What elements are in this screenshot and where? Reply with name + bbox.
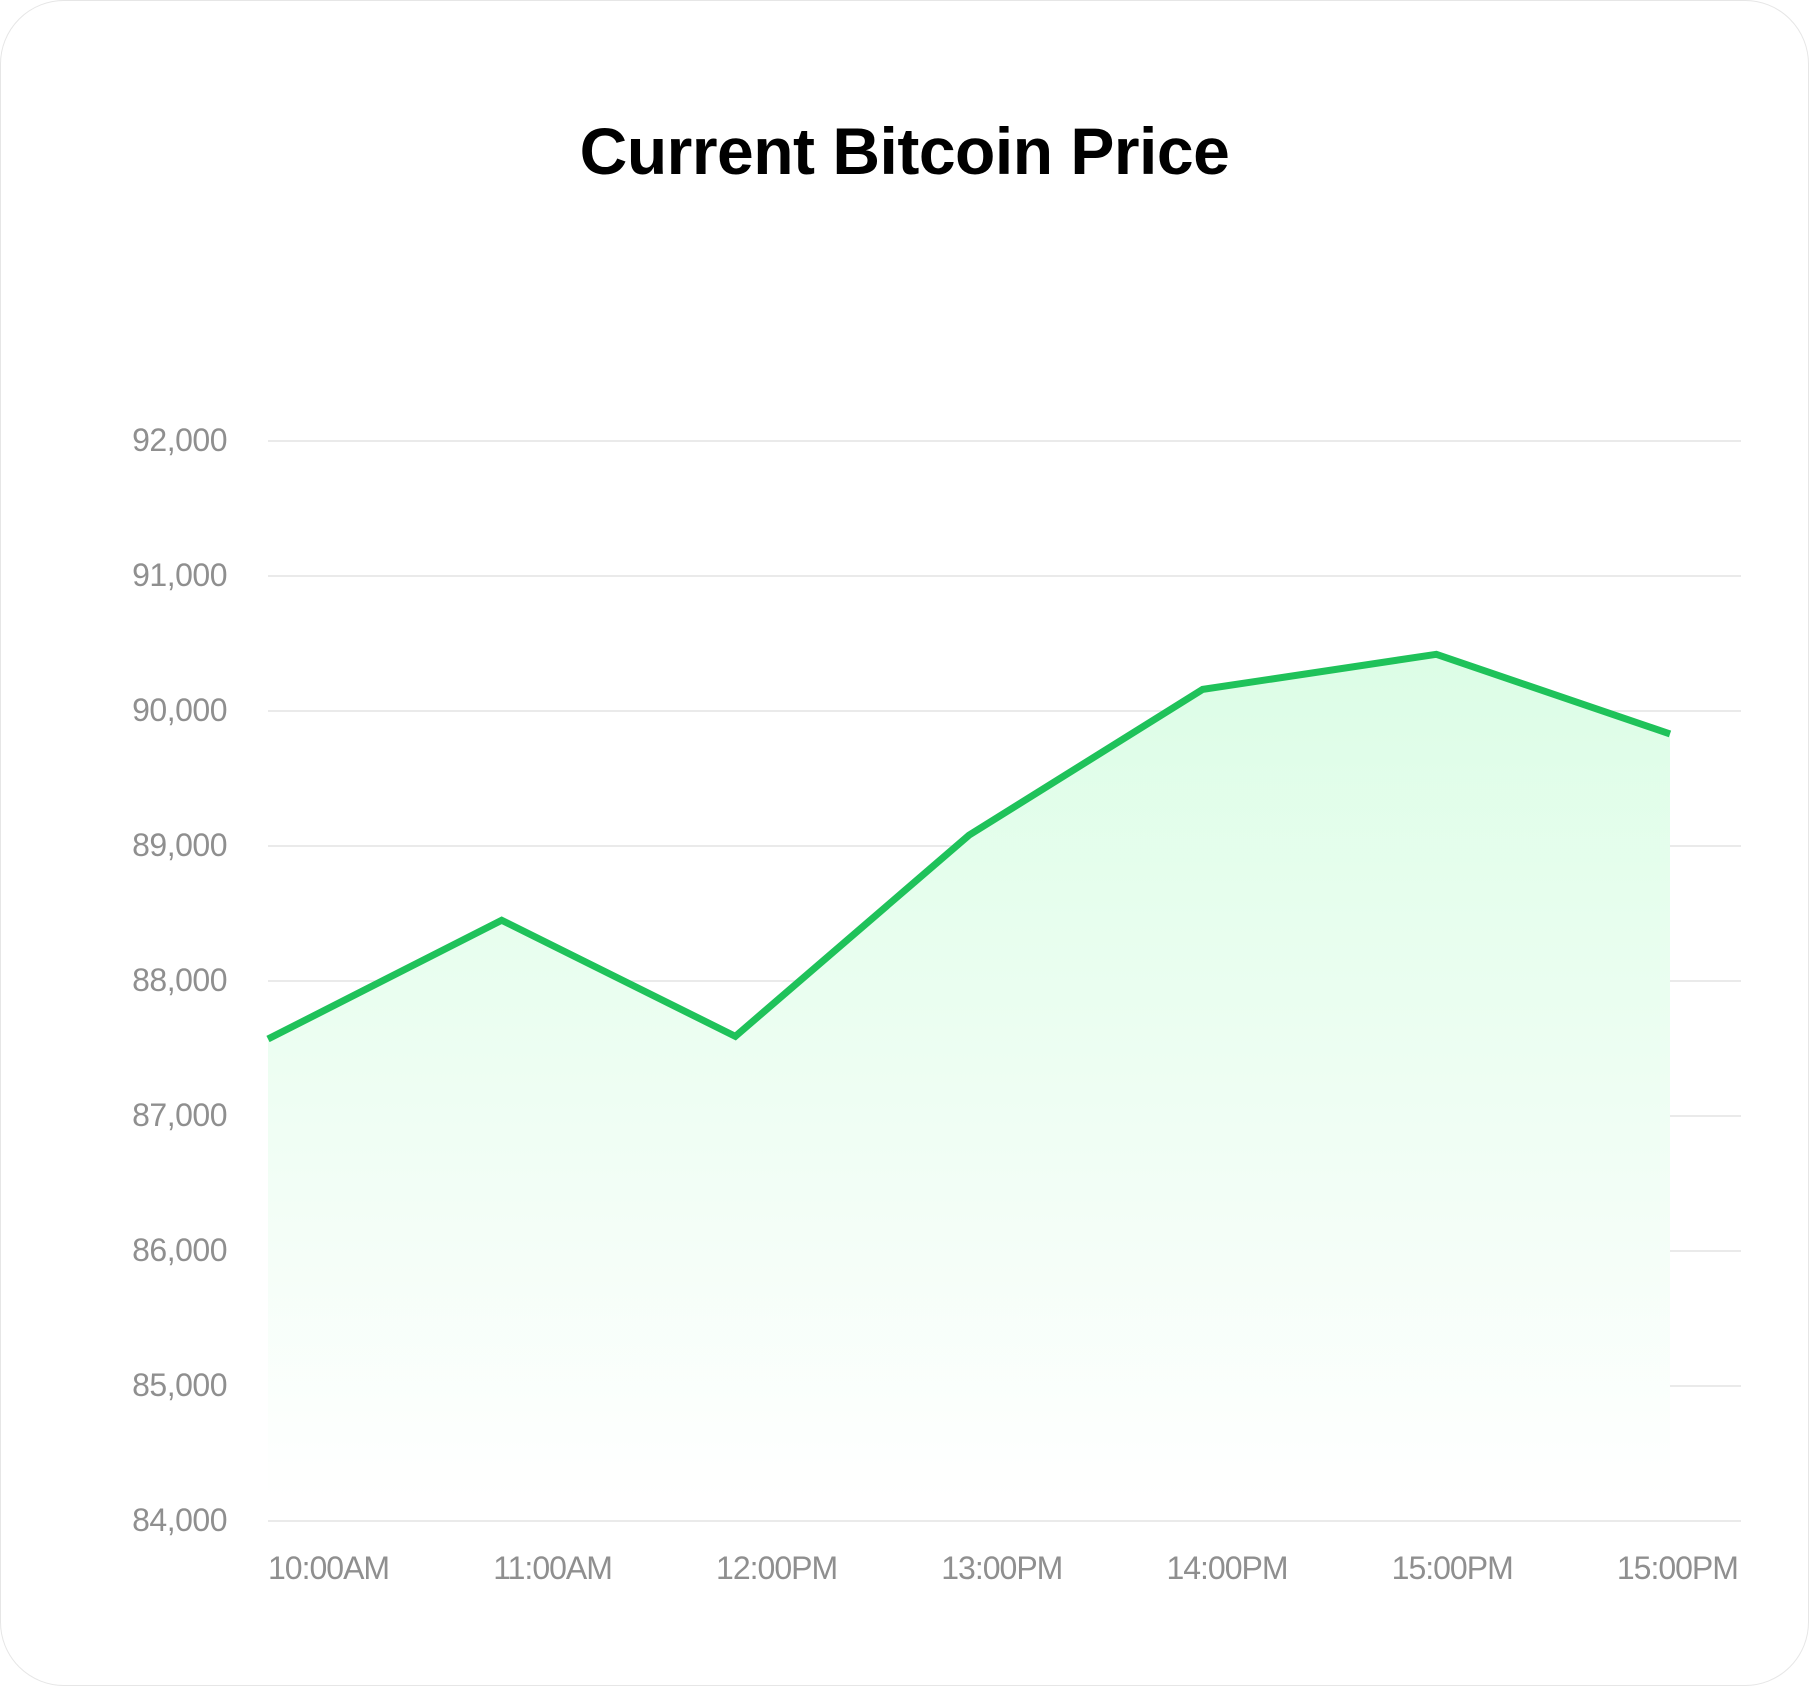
y-tick-label: 86,000 [132,1232,227,1268]
y-tick-label: 92,000 [132,422,227,458]
y-tick-label: 91,000 [132,557,227,593]
x-tick-label: 15:00PM [1616,1550,1739,1586]
y-tick-label: 90,000 [132,692,227,728]
x-tick-label: 13:00PM [941,1550,1063,1586]
y-tick-label: 84,000 [132,1502,227,1538]
y-tick-label: 85,000 [132,1367,227,1403]
x-tick-label: 15:00PM [1391,1550,1514,1586]
price-line [266,650,1672,1043]
x-axis-labels: 10:00AM 11:00AM 12:00PM 13:00PM 14:00PM … [268,1550,1739,1586]
y-tick-label: 89,000 [132,827,227,863]
price-area-fill [268,654,1670,1501]
x-tick-label: 11:00AM [493,1550,613,1586]
y-tick-label: 88,000 [132,962,227,998]
x-tick-label: 12:00PM [716,1550,838,1586]
chart-title: Current Bitcoin Price [579,114,1230,188]
x-tick-label: 10:00AM [268,1550,390,1586]
y-tick-label: 87,000 [132,1097,227,1133]
x-tick-label: 14:00PM [1166,1550,1288,1586]
